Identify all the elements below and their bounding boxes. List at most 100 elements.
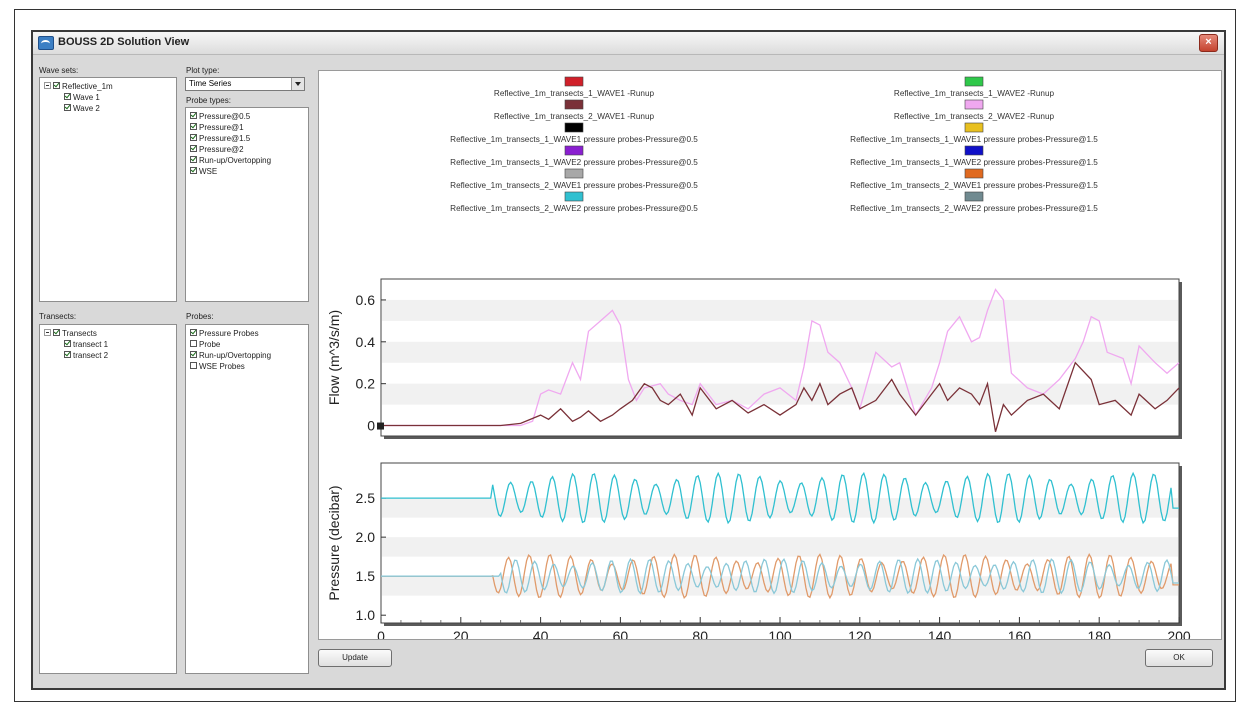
grid-band <box>382 341 1178 363</box>
transects-tree[interactable]: Transects transect 1 transect 2 <box>39 324 177 674</box>
legend-label: Reflective_1m_transects_2_WAVE1 pressure… <box>450 181 698 190</box>
legend-label: Reflective_1m_transects_1_WAVE1 pressure… <box>450 135 698 144</box>
transect-item[interactable]: transect 1 <box>64 340 108 350</box>
legend-swatch <box>964 122 984 133</box>
legend-label: Reflective_1m_transects_1_WAVE1 pressure… <box>850 135 1098 144</box>
wave-set-item[interactable]: Wave 2 <box>64 104 100 114</box>
checkbox[interactable] <box>64 351 71 359</box>
probe-type-label: Pressure@1.5 <box>199 134 251 143</box>
series-line-1 <box>381 552 1179 600</box>
legend-swatch <box>964 191 984 202</box>
legend-label: Reflective_1m_transects_2_WAVE2 pressure… <box>450 204 698 213</box>
legend-swatch <box>564 122 584 133</box>
probe-label: Pressure Probes <box>199 329 259 338</box>
plot-type-value: Time Series <box>189 79 232 88</box>
plot-type-select[interactable]: Time Series <box>185 77 305 91</box>
probe-type-item[interactable]: Pressure@0.5 <box>190 112 250 122</box>
wave-sets-label: Wave sets: <box>39 66 79 75</box>
probe-type-label: Pressure@0.5 <box>199 112 251 121</box>
y-tick-label: 2.0 <box>356 529 376 545</box>
title-bar[interactable]: BOUSS 2D Solution View × <box>33 32 1224 55</box>
legend-swatch <box>564 145 584 156</box>
y-axis-label: Pressure (decibar) <box>326 485 342 600</box>
x-tick-label: 180 <box>1088 628 1112 639</box>
x-tick-label: 40 <box>533 628 549 639</box>
close-button[interactable]: × <box>1199 34 1218 52</box>
legend-label: Reflective_1m_transects_2_WAVE2 pressure… <box>850 204 1098 213</box>
legend-label: Reflective_1m_transects_1_WAVE2 pressure… <box>450 158 698 167</box>
transect-item[interactable]: transect 2 <box>64 351 108 361</box>
update-button[interactable]: Update <box>318 649 392 667</box>
checkbox[interactable] <box>190 134 197 142</box>
x-tick-label: 200 <box>1167 628 1191 639</box>
probe-item[interactable]: Run-up/Overtopping <box>190 351 271 361</box>
checkbox[interactable] <box>53 82 60 90</box>
checkbox[interactable] <box>190 340 197 348</box>
chevron-down-icon[interactable] <box>291 78 304 90</box>
legend-label: Reflective_1m_transects_2_WAVE1 pressure… <box>850 181 1098 190</box>
checkbox[interactable] <box>190 145 197 153</box>
transect-item[interactable]: Transects <box>44 329 97 339</box>
probe-item[interactable]: Pressure Probes <box>190 329 259 339</box>
probes-list[interactable]: Pressure Probes Probe Run-up/Overtopping WS… <box>185 324 309 674</box>
ok-button[interactable]: OK <box>1145 649 1213 667</box>
wave-sets-tree[interactable]: Reflective_1m Wave 1 Wave 2 <box>39 77 177 302</box>
origin-marker <box>377 422 384 430</box>
y-tick-label: 1.0 <box>356 607 376 623</box>
y-tick-label: 0.4 <box>356 334 376 350</box>
checkbox[interactable] <box>190 112 197 120</box>
collapse-icon[interactable] <box>44 329 51 337</box>
grid-band <box>382 299 1178 321</box>
checkbox[interactable] <box>64 93 71 101</box>
legend-swatch <box>564 191 584 202</box>
checkbox[interactable] <box>64 340 71 348</box>
legend-swatch <box>564 76 584 87</box>
probe-types-label: Probe types: <box>186 96 231 105</box>
series-line-1 <box>381 361 1180 432</box>
y-axis-label: Flow (m^3/s/m) <box>326 310 342 405</box>
wave-set-label: Wave 1 <box>73 93 100 102</box>
wave-set-item[interactable]: Wave 1 <box>64 93 100 103</box>
checkbox[interactable] <box>190 167 197 175</box>
checkbox[interactable] <box>190 156 197 164</box>
y-tick-label: 0 <box>367 418 375 434</box>
collapse-icon[interactable] <box>44 82 51 90</box>
probe-type-label: Run-up/Overtopping <box>199 156 272 165</box>
checkbox[interactable] <box>190 123 197 131</box>
y-tick-label: 1.5 <box>356 568 376 584</box>
checkbox[interactable] <box>190 362 197 370</box>
x-tick-label: 0 <box>377 628 385 639</box>
x-tick-label: 60 <box>613 628 629 639</box>
checkbox[interactable] <box>190 351 197 359</box>
plot-area: Reflective_1m_transects_1_WAVE1 -Runup Re… <box>318 70 1222 661</box>
legend-label: Reflective_1m_transects_2_WAVE2 -Runup <box>894 112 1055 121</box>
checkbox[interactable] <box>53 329 60 337</box>
wave-set-item[interactable]: Reflective_1m <box>44 82 113 92</box>
plot-canvas: Reflective_1m_transects_1_WAVE1 -Runup Re… <box>326 76 1191 661</box>
transect-label: Transects <box>62 329 97 338</box>
grid-band <box>382 537 1178 557</box>
checkbox[interactable] <box>64 104 71 112</box>
probe-type-item[interactable]: Pressure@2 <box>190 145 244 155</box>
probe-types-list[interactable]: Pressure@0.5 Pressure@1 Pressure@1.5 Pressu… <box>185 107 309 302</box>
probe-type-item[interactable]: Run-up/Overtopping <box>190 156 271 166</box>
probe-type-item[interactable]: WSE <box>190 167 217 177</box>
grid-band <box>382 383 1178 405</box>
grid-band <box>382 498 1178 518</box>
legend-label: Reflective_1m_transects_2_WAVE1 -Runup <box>494 112 655 121</box>
solution-view-window: BOUSS 2D Solution View × Wave sets: Refl… <box>31 30 1226 690</box>
probes-label: Probes: <box>186 312 214 321</box>
x-tick-label: 120 <box>848 628 872 639</box>
window-title: BOUSS 2D Solution View <box>58 36 190 48</box>
legend-swatch <box>964 99 984 110</box>
legend-swatch <box>964 145 984 156</box>
probe-item[interactable]: Probe <box>190 340 220 350</box>
probe-item[interactable]: WSE Probes <box>190 362 245 372</box>
probe-type-item[interactable]: Pressure@1.5 <box>190 134 250 144</box>
y-tick-label: 0.2 <box>356 376 376 392</box>
x-tick-label: 140 <box>928 628 952 639</box>
probe-type-item[interactable]: Pressure@1 <box>190 123 244 133</box>
checkbox[interactable] <box>190 329 197 337</box>
plot-type-label: Plot type: <box>186 66 220 75</box>
app-icon <box>38 36 54 50</box>
